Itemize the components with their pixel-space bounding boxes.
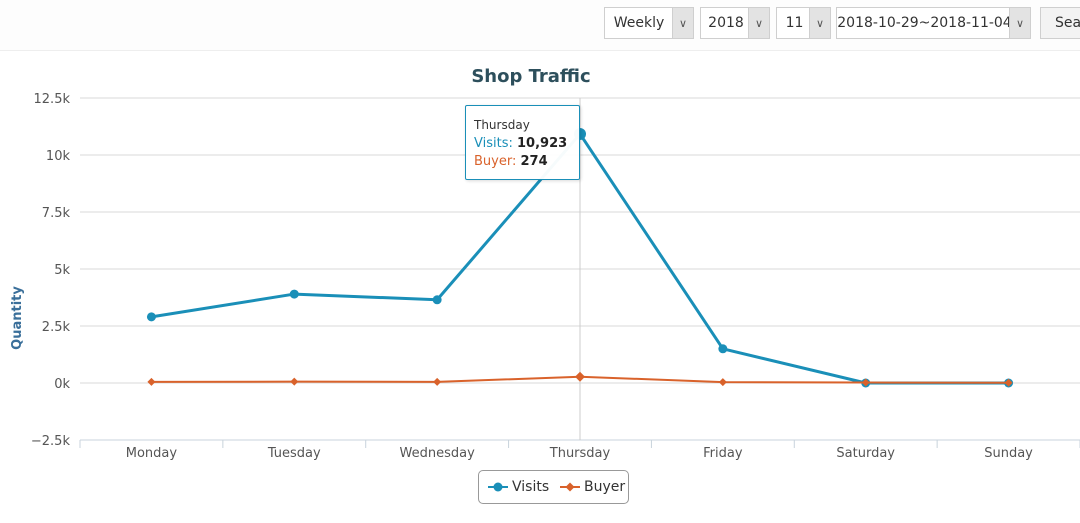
- chart-legend: Visits Buyer: [478, 470, 629, 504]
- x-tick-label: Wednesday: [400, 446, 476, 461]
- buyer-point: [861, 378, 870, 387]
- date-range-select[interactable]: 2018-10-29~2018-11-04 ∨: [836, 7, 1031, 39]
- toolbar: Weekly ∨ 2018 ∨ 11 ∨ 2018-10-29~2018-11-…: [0, 0, 1080, 51]
- x-tick-label: Monday: [126, 446, 178, 461]
- month-select-value: 11: [785, 15, 804, 31]
- legend-visits-symbol: [488, 482, 508, 492]
- y-axis-ticks: −2.5k 0k 2.5k 5k 7.5k 10k 12.5k: [31, 92, 71, 449]
- y-tick-label: 7.5k: [42, 206, 71, 221]
- y-tick-label: 12.5k: [34, 92, 71, 107]
- date-range-select-value: 2018-10-29~2018-11-04: [837, 15, 1012, 31]
- tooltip-buyer-row: Buyer: 274: [474, 154, 548, 169]
- x-tick-label: Saturday: [836, 446, 895, 461]
- legend-buyer-label: Buyer: [584, 479, 626, 495]
- chevron-down-icon[interactable]: ∨: [1009, 8, 1030, 38]
- y-tick-label: 5k: [54, 263, 70, 278]
- y-tick-label: 2.5k: [42, 320, 71, 335]
- y-tick-label: 10k: [46, 149, 71, 164]
- shop-traffic-chart: Shop Traffic Quantity −2.5k 0k 2.5k 5k 7.5k 1…: [10, 66, 1080, 461]
- buyer-point: [575, 371, 585, 382]
- year-select[interactable]: 2018 ∨: [700, 7, 770, 39]
- x-tick-label: Thursday: [549, 446, 611, 461]
- data-tooltip: Thursday Visits: 10,923 Buyer: 274: [465, 105, 580, 180]
- tooltip-buyer-label: Buyer: [474, 154, 512, 169]
- series-layer: [146, 127, 1014, 388]
- legend-buyer-symbol: [560, 482, 580, 492]
- tooltip-buyer-value: 274: [520, 154, 548, 169]
- month-select[interactable]: 11 ∨: [776, 7, 831, 39]
- visits-point: [718, 344, 728, 354]
- x-tick-label: Sunday: [984, 446, 1033, 461]
- y-tick-label: 0k: [54, 377, 70, 392]
- search-button[interactable]: Search: [1040, 7, 1080, 39]
- legend-visits-label: Visits: [512, 479, 550, 495]
- visits-point: [432, 295, 442, 305]
- buyer-point: [1004, 378, 1013, 387]
- tooltip-visits-label: Visits: [474, 136, 509, 151]
- tooltip-visits-value: 10,923: [517, 136, 568, 151]
- period-select-value: Weekly: [613, 15, 665, 31]
- x-tick-label: Friday: [703, 446, 743, 461]
- y-tick-label: −2.5k: [31, 434, 71, 449]
- tooltip-visits-row: Visits: 10,923: [474, 136, 568, 151]
- y-axis-label: Quantity: [10, 286, 25, 350]
- chart-title: Shop Traffic: [471, 66, 590, 87]
- chevron-down-icon[interactable]: ∨: [809, 8, 830, 38]
- visits-point: [289, 289, 299, 299]
- x-axis: Monday Tuesday Wednesday Thursday Friday Satu…: [79, 439, 1080, 461]
- year-select-value: 2018: [708, 15, 744, 31]
- chevron-down-icon[interactable]: ∨: [672, 8, 693, 38]
- visits-point: [146, 312, 156, 322]
- buyer-point: [718, 378, 727, 387]
- chevron-down-icon[interactable]: ∨: [748, 8, 769, 38]
- tooltip-day: Thursday: [474, 118, 530, 132]
- buyer-point: [433, 377, 442, 386]
- period-select[interactable]: Weekly ∨: [604, 7, 694, 39]
- x-tick-label: Tuesday: [267, 446, 321, 461]
- buyer-point: [290, 377, 299, 386]
- buyer-point: [147, 377, 156, 386]
